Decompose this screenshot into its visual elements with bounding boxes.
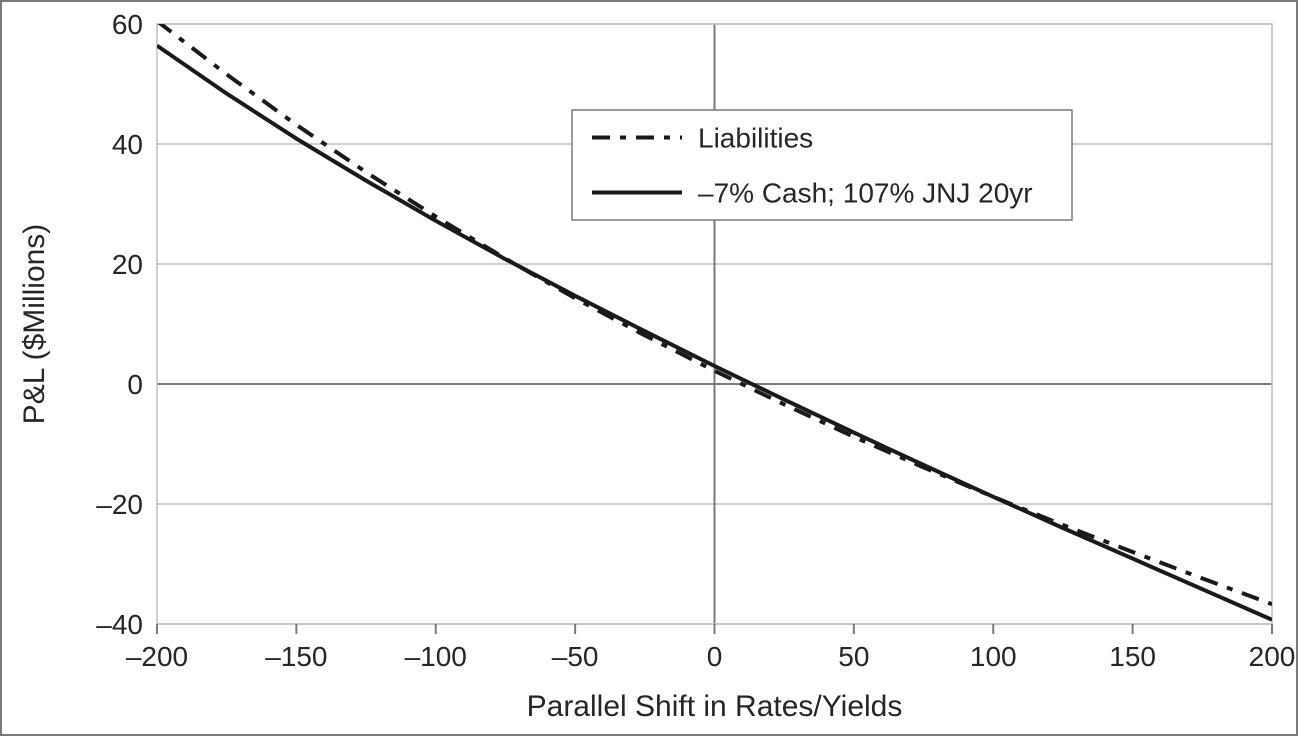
y-tick-label: 40 <box>112 129 143 160</box>
y-tick-label: –40 <box>96 609 143 640</box>
y-tick-label: 20 <box>112 249 143 280</box>
x-tick-label: –200 <box>126 641 188 672</box>
x-tick-label: 0 <box>707 641 723 672</box>
x-tick-label: 100 <box>970 641 1017 672</box>
x-axis-label: Parallel Shift in Rates/Yields <box>527 690 903 723</box>
x-tick-label: 200 <box>1249 641 1296 672</box>
y-tick-label: 60 <box>112 9 143 40</box>
x-tick-label: 150 <box>1109 641 1156 672</box>
x-tick-label: –150 <box>265 641 327 672</box>
y-tick-label: 0 <box>127 369 143 400</box>
y-axis-label: P&L ($Millions) <box>18 224 51 425</box>
x-tick-label: 50 <box>838 641 869 672</box>
chart-container: –200–150–100–50050100150200–40–200204060… <box>0 0 1298 736</box>
legend-label: –7% Cash; 107% JNJ 20yr <box>698 178 1033 209</box>
chart: –200–150–100–50050100150200–40–200204060… <box>2 2 1296 734</box>
x-tick-label: –100 <box>405 641 467 672</box>
legend-label: Liabilities <box>698 123 813 154</box>
x-tick-label: –50 <box>552 641 599 672</box>
y-tick-label: –20 <box>96 489 143 520</box>
